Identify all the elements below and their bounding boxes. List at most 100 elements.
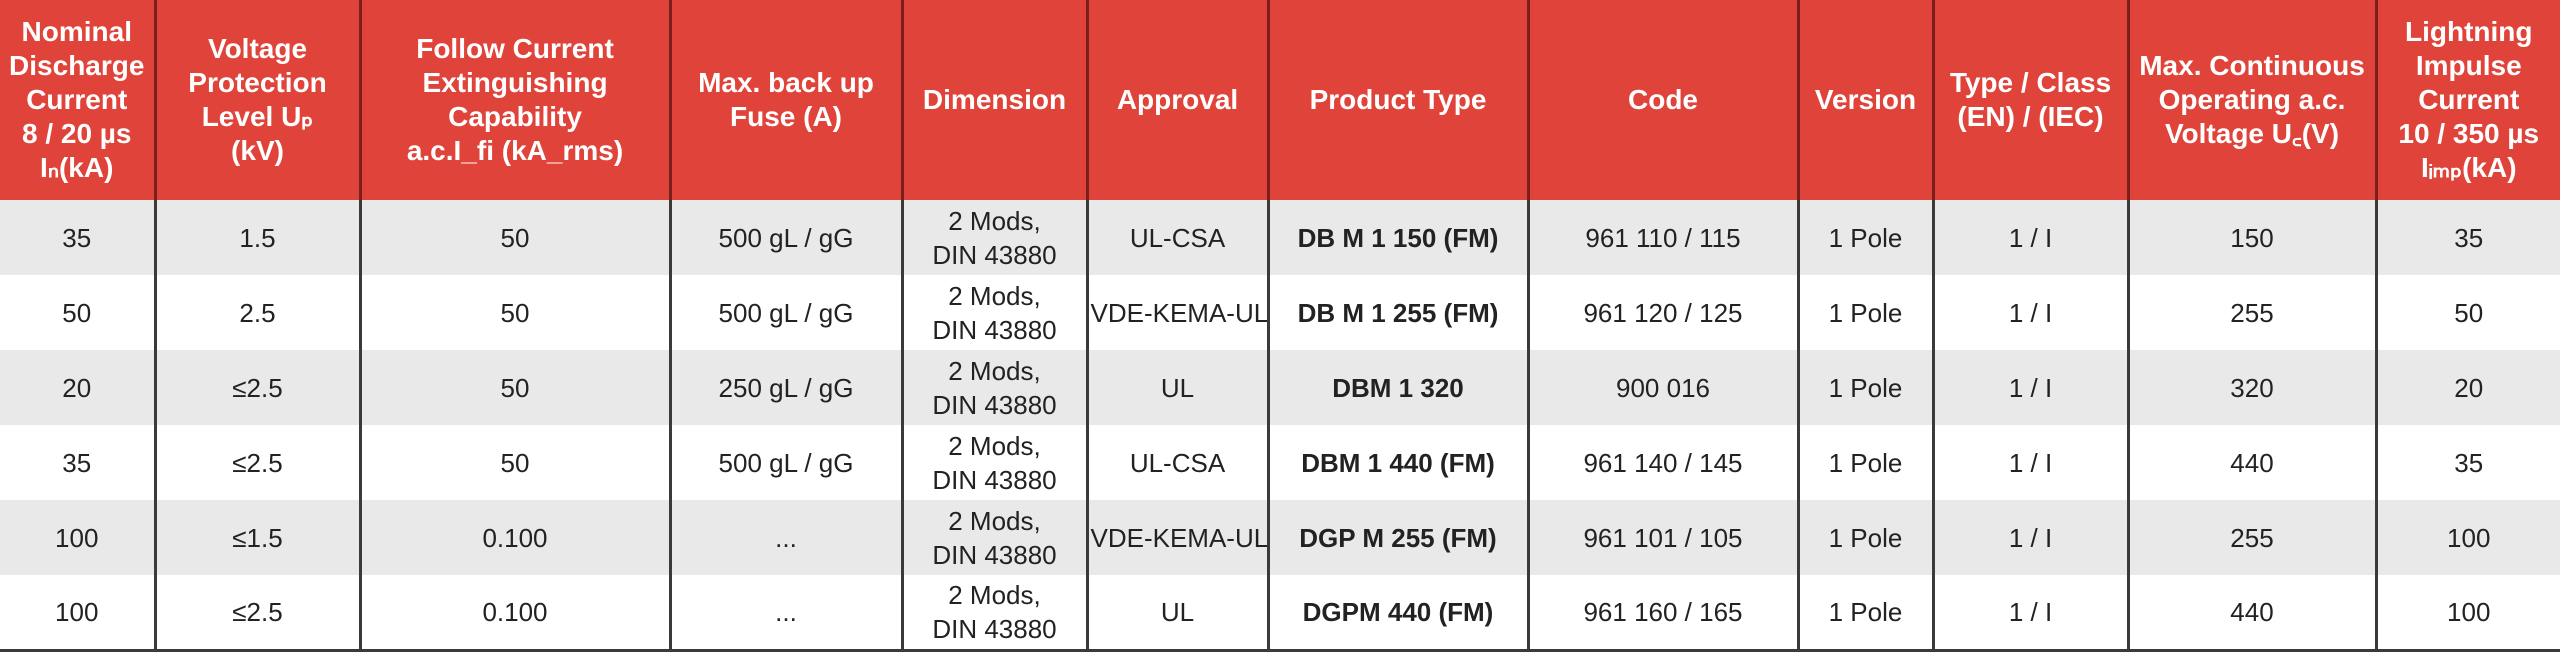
cell-code: 961 160 / 165 bbox=[1528, 575, 1798, 650]
cell-follow-current: 50 bbox=[360, 200, 670, 275]
header-approval: Approval bbox=[1087, 0, 1268, 200]
dimension-line: DIN 43880 bbox=[906, 238, 1084, 272]
cell-follow-current: 0.100 bbox=[360, 500, 670, 575]
header-type-class: Type / Class (EN) / (IEC) bbox=[1933, 0, 2128, 200]
header-text-line: Fuse (A) bbox=[676, 100, 897, 134]
table-row: 50 2.5 50 500 gL / gG 2 Mods, DIN 43880 VDE-KE… bbox=[0, 275, 2560, 350]
cell-continuous-voltage: 150 bbox=[2128, 200, 2376, 275]
header-text-line: Code bbox=[1534, 83, 1793, 117]
cell-nominal-current: 100 bbox=[0, 500, 155, 575]
cell-protection-level: 2.5 bbox=[155, 275, 360, 350]
header-text-line: Iᵢₘₚ(kA) bbox=[2382, 151, 2557, 185]
cell-approval: UL-CSA bbox=[1087, 200, 1268, 275]
header-text-line: Iₙ(kA) bbox=[4, 151, 150, 185]
cell-approval: UL-CSA bbox=[1087, 425, 1268, 500]
cell-impulse-current: 100 bbox=[2376, 575, 2560, 650]
cell-code: 961 101 / 105 bbox=[1528, 500, 1798, 575]
header-text-line: Voltage U꜀(V) bbox=[2134, 117, 2371, 151]
cell-protection-level: ≤1.5 bbox=[155, 500, 360, 575]
cell-approval: UL bbox=[1087, 575, 1268, 650]
cell-dimension: 2 Mods, DIN 43880 bbox=[902, 425, 1087, 500]
header-product-type: Product Type bbox=[1268, 0, 1528, 200]
cell-code: 961 140 / 145 bbox=[1528, 425, 1798, 500]
dimension-line: 2 Mods, bbox=[906, 578, 1084, 612]
cell-protection-level: ≤2.5 bbox=[155, 350, 360, 425]
header-version: Version bbox=[1798, 0, 1933, 200]
cell-impulse-current: 35 bbox=[2376, 425, 2560, 500]
header-text-line: (EN) / (IEC) bbox=[1939, 100, 2123, 134]
cell-backup-fuse: 250 gL / gG bbox=[670, 350, 902, 425]
dimension-line: DIN 43880 bbox=[906, 463, 1084, 497]
cell-follow-current: 50 bbox=[360, 275, 670, 350]
header-text-line: Current bbox=[2382, 83, 2557, 117]
header-dimension: Dimension bbox=[902, 0, 1087, 200]
cell-approval: UL bbox=[1087, 350, 1268, 425]
cell-impulse-current: 35 bbox=[2376, 200, 2560, 275]
dimension-line: 2 Mods, bbox=[906, 504, 1084, 538]
header-nominal-discharge-current: Nominal Discharge Current 8 / 20 µs Iₙ(kA) bbox=[0, 0, 155, 200]
header-voltage-protection-level: Voltage Protection Level Uₚ (kV) bbox=[155, 0, 360, 200]
cell-continuous-voltage: 440 bbox=[2128, 575, 2376, 650]
cell-version: 1 Pole bbox=[1798, 275, 1933, 350]
cell-code: 961 110 / 115 bbox=[1528, 200, 1798, 275]
table-body: 35 1.5 50 500 gL / gG 2 Mods, DIN 43880 UL-CSA… bbox=[0, 200, 2560, 650]
table-row: 20 ≤2.5 50 250 gL / gG 2 Mods, DIN 43880 UL DBM… bbox=[0, 350, 2560, 425]
cell-code: 961 120 / 125 bbox=[1528, 275, 1798, 350]
cell-type-class: 1 / I bbox=[1933, 275, 2128, 350]
cell-nominal-current: 35 bbox=[0, 425, 155, 500]
dimension-line: 2 Mods, bbox=[906, 204, 1084, 238]
cell-dimension: 2 Mods, DIN 43880 bbox=[902, 275, 1087, 350]
cell-dimension: 2 Mods, DIN 43880 bbox=[902, 575, 1087, 650]
header-text-line: a.c.I_fi (kA_rms) bbox=[366, 134, 665, 168]
cell-version: 1 Pole bbox=[1798, 500, 1933, 575]
cell-impulse-current: 50 bbox=[2376, 275, 2560, 350]
header-text-line: Level Uₚ bbox=[161, 100, 355, 134]
cell-follow-current: 50 bbox=[360, 350, 670, 425]
header-text-line: Extinguishing bbox=[366, 66, 665, 100]
dimension-line: DIN 43880 bbox=[906, 612, 1084, 646]
header-text-line: Dimension bbox=[908, 83, 1082, 117]
cell-product-type: DB M 1 255 (FM) bbox=[1268, 275, 1528, 350]
cell-nominal-current: 50 bbox=[0, 275, 155, 350]
cell-nominal-current: 20 bbox=[0, 350, 155, 425]
table-header: Nominal Discharge Current 8 / 20 µs Iₙ(kA) Vo… bbox=[0, 0, 2560, 200]
cell-backup-fuse: ... bbox=[670, 500, 902, 575]
header-max-backup-fuse: Max. back up Fuse (A) bbox=[670, 0, 902, 200]
header-max-continuous-voltage: Max. Continuous Operating a.c. Voltage U꜀(… bbox=[2128, 0, 2376, 200]
table-row: 35 ≤2.5 50 500 gL / gG 2 Mods, DIN 43880 UL-CS… bbox=[0, 425, 2560, 500]
header-text-line: Follow Current bbox=[366, 32, 665, 66]
cell-dimension: 2 Mods, DIN 43880 bbox=[902, 500, 1087, 575]
header-text-line: 10 / 350 µs bbox=[2382, 117, 2557, 151]
cell-backup-fuse: ... bbox=[670, 575, 902, 650]
cell-type-class: 1 / I bbox=[1933, 200, 2128, 275]
cell-type-class: 1 / I bbox=[1933, 575, 2128, 650]
cell-version: 1 Pole bbox=[1798, 200, 1933, 275]
cell-approval: VDE-KEMA-UL bbox=[1087, 500, 1268, 575]
cell-product-type: DB M 1 150 (FM) bbox=[1268, 200, 1528, 275]
dimension-line: 2 Mods, bbox=[906, 279, 1084, 313]
header-text-line: Protection bbox=[161, 66, 355, 100]
header-text-line: Discharge bbox=[4, 49, 150, 83]
cell-code: 900 016 bbox=[1528, 350, 1798, 425]
cell-impulse-current: 100 bbox=[2376, 500, 2560, 575]
cell-continuous-voltage: 320 bbox=[2128, 350, 2376, 425]
cell-product-type: DGPM 440 (FM) bbox=[1268, 575, 1528, 650]
header-text-line: 8 / 20 µs bbox=[4, 117, 150, 151]
cell-protection-level: ≤2.5 bbox=[155, 425, 360, 500]
cell-follow-current: 50 bbox=[360, 425, 670, 500]
cell-continuous-voltage: 440 bbox=[2128, 425, 2376, 500]
cell-follow-current: 0.100 bbox=[360, 575, 670, 650]
header-text-line: Lightning bbox=[2382, 15, 2557, 49]
header-follow-current-capability: Follow Current Extinguishing Capability a.c… bbox=[360, 0, 670, 200]
cell-protection-level: ≤2.5 bbox=[155, 575, 360, 650]
table-row: 100 ≤1.5 0.100... 2 Mods, DIN 43880 VDE-KEMA-… bbox=[0, 500, 2560, 575]
cell-type-class: 1 / I bbox=[1933, 350, 2128, 425]
dimension-line: DIN 43880 bbox=[906, 538, 1084, 572]
header-text-line: Version bbox=[1804, 83, 1928, 117]
cell-version: 1 Pole bbox=[1798, 425, 1933, 500]
cell-dimension: 2 Mods, DIN 43880 bbox=[902, 200, 1087, 275]
dimension-line: 2 Mods, bbox=[906, 429, 1084, 463]
cell-product-type: DBM 1 320 bbox=[1268, 350, 1528, 425]
dimension-line: DIN 43880 bbox=[906, 388, 1084, 422]
header-text-line: Nominal bbox=[4, 15, 150, 49]
